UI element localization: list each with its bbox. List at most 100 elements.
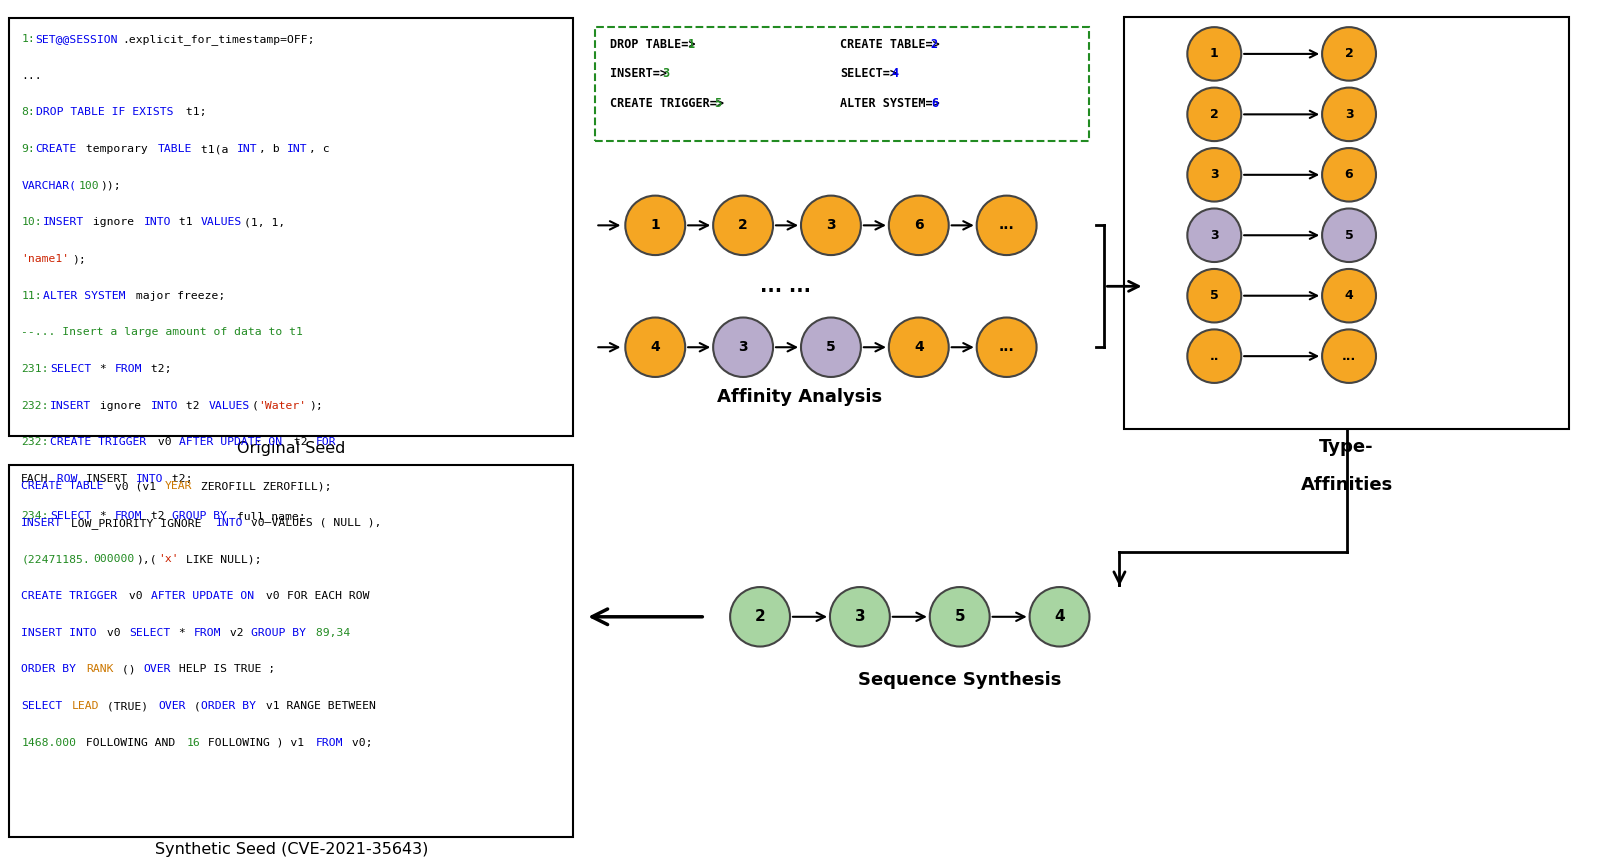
- Text: t2: t2: [288, 437, 315, 448]
- Text: FROM: FROM: [115, 511, 142, 521]
- Circle shape: [730, 587, 790, 647]
- Text: 2: 2: [755, 610, 765, 624]
- Circle shape: [1322, 148, 1376, 201]
- Text: EACH: EACH: [21, 474, 50, 484]
- Text: 2: 2: [738, 219, 747, 232]
- Text: CREATE TRIGGER: CREATE TRIGGER: [50, 437, 146, 448]
- Text: 3: 3: [1210, 229, 1219, 242]
- Text: (): (): [115, 665, 142, 674]
- Text: 89,34: 89,34: [309, 628, 350, 638]
- Text: 3: 3: [1210, 168, 1219, 182]
- Text: t1;: t1;: [179, 108, 206, 117]
- Text: temporary: temporary: [78, 144, 155, 154]
- Text: AFTER UPDATE ON: AFTER UPDATE ON: [150, 591, 254, 601]
- Text: GROUP BY: GROUP BY: [251, 628, 306, 638]
- Text: 5: 5: [1210, 289, 1219, 302]
- Text: 1: 1: [650, 219, 661, 232]
- Text: 2: 2: [1344, 47, 1354, 60]
- Circle shape: [890, 195, 949, 255]
- Text: --... Insert a large amount of data to t1: --... Insert a large amount of data to t…: [21, 327, 304, 338]
- Circle shape: [626, 318, 685, 377]
- Text: Type-: Type-: [1320, 438, 1374, 456]
- Text: );: );: [309, 400, 323, 411]
- Circle shape: [714, 195, 773, 255]
- Text: Affinities: Affinities: [1301, 476, 1392, 494]
- Bar: [595, 28, 1090, 141]
- Text: INSERT: INSERT: [43, 218, 85, 227]
- Text: LOW_PRIORITY IGNORE: LOW_PRIORITY IGNORE: [64, 517, 210, 529]
- Text: major freeze;: major freeze;: [130, 291, 226, 300]
- Circle shape: [830, 587, 890, 647]
- Text: SELECT: SELECT: [130, 628, 171, 638]
- Text: SELECT: SELECT: [50, 364, 91, 374]
- Text: (22471185.: (22471185.: [21, 554, 90, 564]
- Text: 234:: 234:: [21, 511, 50, 521]
- Text: 3: 3: [738, 340, 747, 354]
- Text: 2: 2: [1210, 108, 1219, 121]
- Text: 8:: 8:: [21, 108, 35, 117]
- Text: LEAD: LEAD: [72, 701, 99, 711]
- Text: 'Water': 'Water': [259, 400, 307, 411]
- Text: HELP IS TRUE ;: HELP IS TRUE ;: [173, 665, 275, 674]
- Text: 10:: 10:: [21, 218, 42, 227]
- Text: 6: 6: [1344, 168, 1354, 182]
- Text: .explicit_for_timestamp=OFF;: .explicit_for_timestamp=OFF;: [122, 34, 315, 45]
- Text: ));: ));: [101, 181, 122, 191]
- Text: Sequence Synthesis: Sequence Synthesis: [858, 672, 1061, 689]
- Text: (: (: [187, 701, 200, 711]
- Text: 'x': 'x': [158, 554, 179, 564]
- Text: GROUP BY: GROUP BY: [173, 511, 227, 521]
- Text: t2;: t2;: [144, 364, 171, 374]
- Text: Original Seed: Original Seed: [237, 442, 346, 456]
- Circle shape: [930, 587, 990, 647]
- Circle shape: [1187, 148, 1242, 201]
- Text: INT: INT: [237, 144, 258, 154]
- Text: 100: 100: [78, 181, 99, 191]
- Text: 3: 3: [662, 67, 669, 80]
- Text: t2: t2: [179, 400, 206, 411]
- Text: 9:: 9:: [21, 144, 35, 154]
- Text: 4: 4: [1054, 610, 1066, 624]
- Text: 232:: 232:: [21, 437, 50, 448]
- Text: FOR: FOR: [317, 437, 336, 448]
- Text: v0: v0: [259, 591, 286, 601]
- Text: ALTER SYSTEM: ALTER SYSTEM: [43, 291, 125, 300]
- Circle shape: [1322, 208, 1376, 262]
- Text: INTO: INTO: [216, 517, 243, 528]
- Text: 231:: 231:: [21, 364, 50, 374]
- Text: 1: 1: [1210, 47, 1219, 60]
- Text: ignore: ignore: [93, 400, 149, 411]
- Text: v0;: v0;: [344, 738, 373, 747]
- Text: 11:: 11:: [21, 291, 42, 300]
- Circle shape: [1322, 28, 1376, 81]
- Text: CREATE TABLE: CREATE TABLE: [21, 481, 104, 491]
- Text: 5: 5: [826, 340, 835, 354]
- Text: VALUES: VALUES: [208, 400, 250, 411]
- Text: 16: 16: [187, 738, 200, 747]
- Text: LIKE NULL);: LIKE NULL);: [179, 554, 262, 564]
- Text: ...: ...: [1342, 350, 1357, 362]
- Text: 4: 4: [914, 340, 923, 354]
- Text: 232:: 232:: [21, 400, 50, 411]
- Text: INSERT INTO: INSERT INTO: [21, 628, 98, 638]
- Text: *: *: [173, 628, 194, 638]
- Text: INTO: INTO: [136, 474, 163, 484]
- Text: ORDER BY: ORDER BY: [21, 665, 77, 674]
- Text: 5: 5: [1344, 229, 1354, 242]
- Text: 1: 1: [688, 38, 696, 51]
- Text: v1 RANGE BETWEEN: v1 RANGE BETWEEN: [259, 701, 376, 711]
- Text: t2: t2: [144, 511, 171, 521]
- Circle shape: [1322, 88, 1376, 141]
- Text: OVER: OVER: [144, 665, 171, 674]
- Text: t1: t1: [173, 218, 200, 227]
- Circle shape: [890, 318, 949, 377]
- Text: DROP TABLE IF EXISTS: DROP TABLE IF EXISTS: [35, 108, 173, 117]
- Text: *: *: [93, 364, 114, 374]
- Text: OVER: OVER: [158, 701, 186, 711]
- Text: ),(: ),(: [136, 554, 157, 564]
- Text: (: (: [251, 400, 258, 411]
- Bar: [10, 465, 573, 837]
- Text: v2: v2: [222, 628, 250, 638]
- Text: CREATE: CREATE: [35, 144, 77, 154]
- Text: SELECT=>: SELECT=>: [840, 67, 898, 80]
